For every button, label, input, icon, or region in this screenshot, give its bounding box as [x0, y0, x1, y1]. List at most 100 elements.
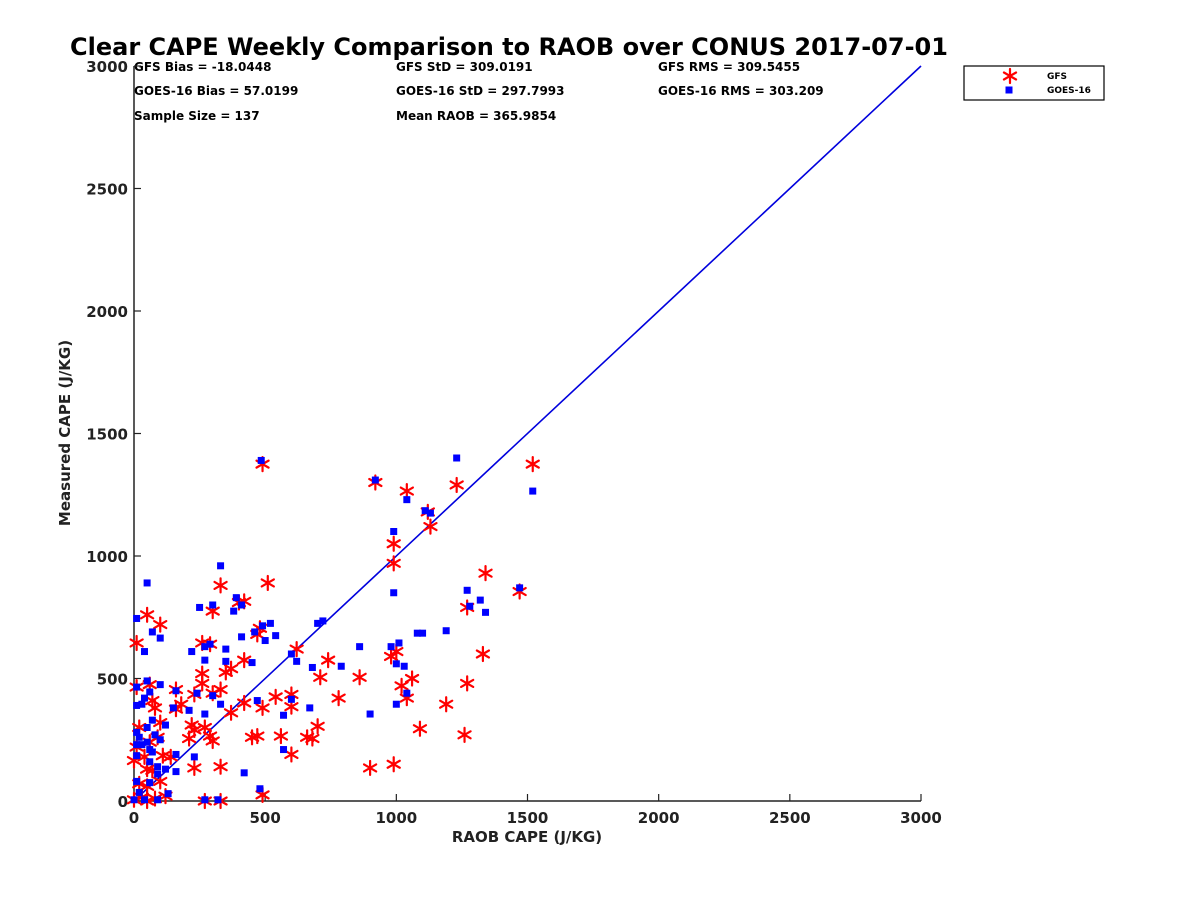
goes16-point — [135, 788, 143, 796]
chart-title: Clear CAPE Weekly Comparison to RAOB ove… — [70, 33, 948, 61]
goes16-point — [154, 770, 162, 778]
gfs-point — [449, 476, 464, 494]
legend-goes16-marker — [1005, 86, 1013, 94]
legend-gfs-marker — [1002, 67, 1018, 85]
gfs-point — [260, 574, 275, 592]
gfs-point — [202, 727, 218, 745]
goes16-point — [143, 579, 151, 587]
goes16-point — [280, 746, 288, 754]
goes16-point — [133, 741, 141, 749]
goes16-point — [148, 748, 156, 756]
goes16-point — [314, 619, 322, 627]
y-tick-group: 0 500 1000 1500 2000 2500 3000 — [86, 58, 141, 811]
legend-goes16-square — [1005, 86, 1013, 94]
goes16-point — [529, 487, 537, 495]
legend: GFS GOES-16 — [963, 65, 1105, 101]
goes16-point — [230, 607, 238, 615]
goes16-point — [133, 777, 141, 785]
gfs-point — [223, 704, 239, 721]
goes16-point — [426, 509, 434, 517]
goes16-point — [257, 456, 265, 464]
gfs-point — [237, 694, 252, 712]
goes16-point — [390, 528, 398, 535]
goes16-point — [466, 602, 474, 610]
goes-bias-stat: GOES-16 Bias = 57.0199 — [134, 84, 298, 98]
goes16-point — [190, 753, 198, 761]
y-tick-label: 500 — [97, 671, 128, 689]
goes16-point — [196, 603, 204, 611]
x-tick-label: 3000 — [900, 809, 942, 827]
legend-gfs-label: GFS — [1047, 72, 1067, 82]
goes16-point — [272, 632, 280, 640]
x-tick-label: 1000 — [375, 809, 417, 827]
goes16-point — [172, 750, 180, 758]
gfs-point — [213, 577, 228, 594]
goes16-point — [169, 704, 177, 712]
goes16-point — [209, 692, 217, 700]
gfs-point — [404, 670, 420, 687]
gfs-point — [457, 726, 472, 743]
goes16-point — [201, 643, 209, 651]
goes16-point — [161, 765, 169, 773]
gfs-point — [299, 729, 315, 746]
goes16-point — [133, 752, 141, 760]
gfs-point — [284, 746, 299, 763]
y-tick-label: 2000 — [86, 303, 128, 321]
y-tick-label: 2500 — [86, 181, 128, 199]
gfs-point — [129, 634, 144, 652]
goes16-point — [135, 733, 143, 741]
gfs-point — [386, 555, 401, 572]
gfs-point — [255, 699, 270, 717]
goes16-point — [156, 736, 164, 744]
x-tick-label: 0 — [129, 809, 139, 827]
gfs-point — [213, 758, 228, 775]
gfs-point — [223, 660, 239, 677]
gfs-point — [174, 696, 189, 713]
goes16-point — [403, 496, 411, 504]
gfs-point — [352, 669, 367, 686]
goes16-point — [240, 769, 248, 777]
goes16-point — [356, 643, 364, 651]
goes16-point — [140, 694, 148, 702]
goes16-series — [130, 454, 537, 804]
goes16-point — [151, 731, 159, 739]
y-tick-label: 1000 — [86, 548, 128, 566]
gfs-point — [184, 716, 199, 734]
goes16-point — [133, 683, 141, 691]
goes16-point — [238, 633, 246, 641]
goes16-point — [185, 706, 193, 714]
goes16-point — [280, 711, 288, 719]
goes16-point — [201, 796, 209, 804]
gfs-std-stat: GFS StD = 309.0191 — [396, 60, 533, 74]
goes16-point — [193, 689, 201, 697]
gfs-rms-stat: GFS RMS = 309.5455 — [658, 60, 800, 74]
gfs-point — [423, 518, 438, 535]
goes16-point — [261, 637, 269, 645]
gfs-point — [439, 696, 454, 713]
gfs-point — [153, 616, 168, 633]
goes16-point — [453, 454, 461, 462]
goes16-point — [442, 627, 450, 635]
gfs-point — [331, 689, 346, 707]
goes16-point — [156, 681, 164, 689]
gfs-point — [394, 677, 409, 694]
goes16-point — [201, 656, 209, 664]
gfs-point — [313, 669, 328, 686]
sample-size-stat: Sample Size = 137 — [134, 109, 260, 123]
goes16-point — [293, 657, 301, 665]
goes16-point — [222, 657, 230, 665]
gfs-point — [310, 718, 325, 735]
gfs-point — [475, 645, 491, 663]
goes16-point — [266, 619, 274, 627]
gfs-point — [268, 688, 283, 705]
gfs-point — [250, 727, 265, 745]
goes-std-stat: GOES-16 StD = 297.7993 — [396, 84, 565, 98]
goes16-point — [214, 796, 222, 804]
goes16-point — [206, 640, 214, 648]
legend-gfs-asterisk — [1002, 67, 1018, 85]
goes16-point — [476, 596, 484, 604]
goes16-point — [413, 629, 421, 637]
y-axis-label: Measured CAPE (J/KG) — [56, 340, 74, 526]
goes16-point — [390, 589, 398, 597]
goes16-point — [140, 648, 148, 656]
